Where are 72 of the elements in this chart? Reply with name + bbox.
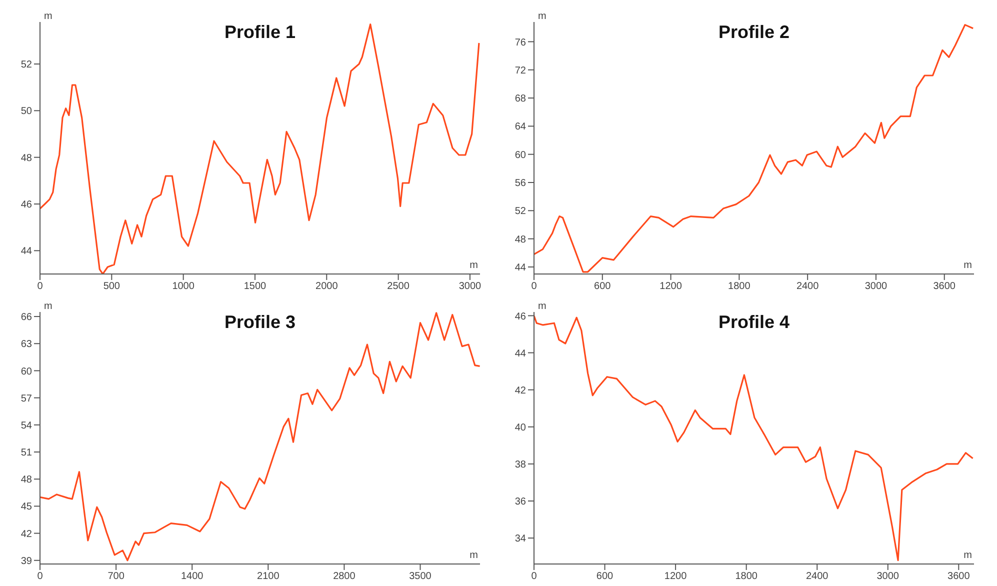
x-axis-title: m: [964, 260, 972, 271]
y-tick-label: 46: [514, 311, 526, 322]
x-tick-label: 1200: [660, 281, 682, 292]
x-tick-label: 1000: [172, 281, 195, 292]
x-tick-label: 0: [531, 571, 538, 582]
y-tick-label: 44: [20, 246, 32, 258]
x-tick-label: 3000: [458, 281, 482, 292]
y-tick-label: 76: [514, 37, 526, 48]
x-axis-title: m: [964, 550, 972, 561]
y-tick-label: 68: [514, 94, 526, 105]
y-tick-label: 63: [20, 339, 32, 350]
chart-title: Profile 1: [223, 22, 297, 43]
y-tick-label: 48: [514, 234, 526, 246]
y-axis-title: m: [538, 11, 546, 22]
x-tick-label: 0: [37, 571, 44, 582]
y-axis-title: m: [44, 301, 52, 312]
x-tick-label: 0: [531, 281, 538, 292]
x-tick-label: 3500: [409, 571, 432, 582]
y-tick-label: 54: [20, 420, 32, 432]
x-tick-label: 2500: [387, 281, 410, 292]
x-tick-label: 2400: [796, 281, 820, 292]
y-tick-label: 52: [514, 206, 526, 218]
y-tick-label: 46: [20, 200, 32, 211]
x-tick-label: 1500: [244, 281, 267, 292]
x-tick-label: 700: [108, 571, 125, 582]
y-tick-label: 48: [20, 474, 32, 486]
y-tick-label: 39: [20, 556, 32, 567]
x-tick-label: 0: [37, 281, 44, 292]
x-axis-title: m: [470, 260, 478, 271]
line-series: [534, 314, 974, 562]
x-tick-label: 1400: [180, 571, 204, 582]
y-axis-title: m: [44, 11, 52, 22]
x-axis-title: m: [470, 550, 478, 561]
chart-title: Profile 2: [717, 22, 791, 43]
y-tick-label: 42: [20, 528, 32, 540]
y-tick-label: 64: [514, 122, 526, 133]
y-tick-label: 60: [20, 366, 32, 378]
x-tick-label: 2100: [257, 571, 280, 582]
x-tick-label: 600: [596, 571, 614, 582]
line-series: [40, 312, 480, 562]
y-tick-label: 57: [20, 393, 32, 404]
x-tick-label: 1800: [728, 281, 751, 292]
y-tick-label: 38: [514, 459, 526, 470]
x-tick-label: 2400: [806, 571, 829, 582]
y-tick-label: 40: [514, 422, 526, 434]
x-tick-label: 600: [594, 281, 612, 292]
y-tick-label: 45: [20, 502, 32, 513]
x-tick-label: 1800: [735, 571, 758, 582]
y-tick-label: 36: [514, 496, 526, 508]
x-tick-label: 2800: [333, 571, 356, 582]
x-tick-label: 3600: [948, 571, 970, 582]
y-tick-label: 34: [514, 534, 526, 545]
x-tick-label: 3000: [876, 571, 900, 582]
y-tick-label: 60: [514, 150, 526, 161]
x-tick-label: 1200: [664, 571, 688, 582]
y-tick-label: 72: [514, 65, 526, 76]
x-tick-label: 2000: [316, 281, 338, 292]
y-tick-label: 42: [514, 385, 526, 396]
x-tick-label: 3600: [933, 281, 956, 292]
y-tick-label: 56: [514, 178, 526, 190]
chart-title: Profile 4: [717, 312, 791, 333]
y-tick-label: 48: [20, 152, 32, 164]
y-tick-label: 50: [20, 106, 32, 118]
y-tick-label: 52: [20, 60, 32, 71]
x-tick-label: 3000: [864, 281, 888, 292]
y-tick-label: 66: [20, 312, 32, 324]
y-tick-label: 44: [514, 262, 526, 274]
y-tick-label: 44: [514, 348, 526, 360]
chart-title: Profile 3: [223, 312, 297, 333]
y-tick-label: 51: [20, 448, 32, 459]
x-tick-label: 500: [103, 281, 120, 292]
y-axis-title: m: [538, 301, 546, 312]
